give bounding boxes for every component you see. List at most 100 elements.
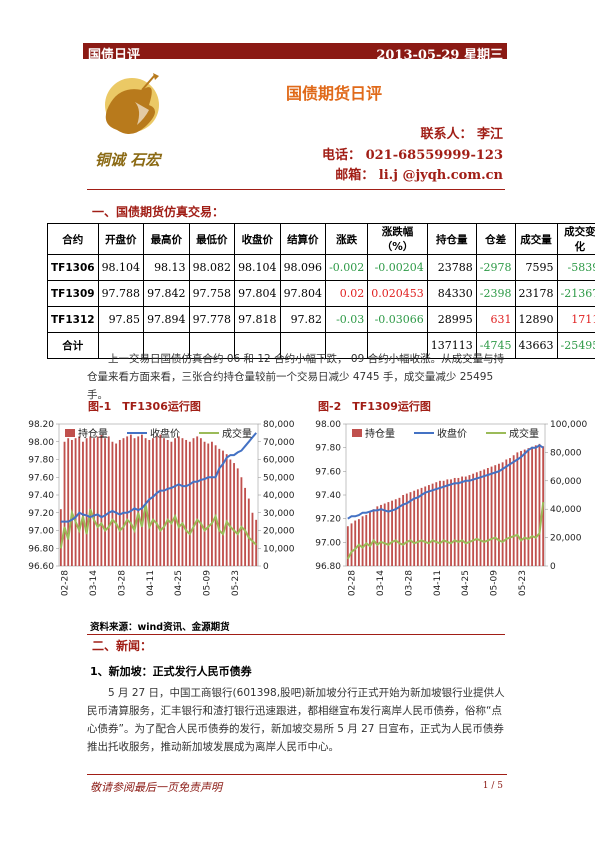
y-left-tick-label: 97.20 — [315, 515, 341, 525]
table-cell: -21367 — [556, 280, 595, 307]
col-header: 最高价 — [143, 223, 190, 255]
open-interest-bar — [233, 463, 235, 566]
open-interest-bar — [247, 498, 250, 566]
open-interest-bar — [152, 438, 154, 566]
open-interest-bar — [188, 441, 191, 566]
report-title: 国债期货日评 — [286, 84, 383, 103]
open-interest-bar — [416, 489, 419, 566]
legend-label: 收盘价 — [150, 427, 180, 440]
logo-calligraphy: 铜诚 石宏 — [95, 151, 163, 169]
x-tick-label: 03-28 — [404, 570, 414, 596]
col-header: 成交量 — [514, 223, 558, 255]
open-interest-bar — [96, 436, 99, 566]
open-interest-bar — [461, 476, 464, 566]
open-interest-bar — [350, 523, 353, 566]
table-cell: 7595 — [514, 254, 558, 281]
x-tick-label: 04-25 — [461, 570, 471, 596]
table-cell — [97, 332, 145, 359]
open-interest-bar — [177, 436, 180, 566]
disclaimer-link[interactable]: 敬请参阅最后一页免责声明 — [90, 781, 222, 794]
futures-table: 合约 开盘价 最高价 最低价 收盘价 结算价 涨跌 涨跌幅（%） 持仓量 仓差 … — [47, 223, 595, 359]
open-interest-bar — [479, 470, 482, 566]
open-interest-bar — [453, 477, 456, 566]
open-interest-bar — [357, 519, 360, 566]
y-left-tick-label: 97.00 — [28, 527, 54, 537]
open-interest-bar — [475, 472, 478, 566]
col-header: 合约 — [47, 223, 99, 255]
open-interest-bar — [148, 439, 151, 566]
open-interest-bar — [115, 443, 118, 566]
x-tick-label: 02-28 — [348, 570, 358, 596]
table-cell: 97.804 — [234, 280, 281, 307]
figure2-caption: 图-2 TF1309运行图 — [318, 400, 431, 413]
table-cell: 23788 — [426, 254, 477, 281]
open-interest-bar — [346, 526, 349, 566]
open-interest-bar — [207, 443, 210, 566]
open-interest-bar — [166, 439, 169, 566]
open-interest-bar — [394, 499, 397, 566]
contact-phone: 电话： 021-68559999-123 — [322, 148, 503, 163]
open-interest-bar — [538, 443, 541, 566]
y-right-tick-label: 50,000 — [263, 473, 295, 483]
x-tick-label: 05-09 — [490, 570, 500, 596]
y-right-tick-label: 60,000 — [550, 477, 582, 487]
y-right-tick-label: 20,000 — [550, 534, 582, 544]
open-interest-bar — [111, 441, 114, 566]
divider — [87, 189, 505, 190]
y-left-tick-label: 97.80 — [28, 456, 54, 466]
legend-swatch — [352, 429, 362, 437]
col-header: 最低价 — [188, 223, 236, 255]
open-interest-bar — [225, 454, 228, 566]
y-left-tick-label: 97.40 — [315, 491, 341, 501]
divider — [87, 634, 505, 635]
table-cell — [325, 332, 369, 359]
x-tick-label: 03-14 — [89, 570, 99, 596]
legend-label: 成交量 — [222, 427, 252, 440]
y-right-tick-label: 40,000 — [263, 491, 295, 501]
contact-email[interactable]: 邮箱： li.j @jyqh.com.cn — [335, 168, 503, 183]
table-cell: 12890 — [514, 306, 558, 333]
contact-person: 联系人： 李江 — [420, 127, 503, 142]
open-interest-bar — [398, 497, 401, 566]
open-interest-bar — [199, 438, 202, 566]
open-interest-bar — [163, 438, 165, 566]
table-cell: 97.818 — [234, 306, 281, 333]
open-interest-bar — [196, 436, 199, 566]
open-interest-bar — [490, 466, 493, 566]
open-interest-bar — [369, 512, 371, 566]
open-interest-bar — [89, 436, 92, 566]
y-left-tick-label: 96.80 — [315, 562, 341, 572]
open-interest-bar — [78, 436, 81, 566]
table-cell: 98.104 — [234, 254, 281, 281]
volume-line — [346, 501, 545, 560]
open-interest-bar — [122, 438, 125, 566]
table-row: TF1306 98.104 98.13 98.082 98.104 98.096 -0.00… — [47, 254, 595, 281]
open-interest-bar — [63, 441, 66, 566]
footer-rule — [87, 774, 507, 775]
table-cell — [367, 332, 428, 359]
open-interest-bar — [483, 469, 486, 566]
open-interest-bar — [431, 483, 434, 566]
table-row: TF1312 97.85 97.894 97.778 97.818 97.82 -0.03-… — [47, 306, 595, 333]
company-logo: 铜诚 石宏 — [87, 70, 197, 175]
open-interest-bar — [181, 438, 184, 566]
open-interest-bar — [255, 519, 258, 566]
open-interest-bar — [155, 436, 158, 566]
y-right-tick-label: 80,000 — [550, 448, 582, 458]
open-interest-bar — [222, 450, 224, 566]
table-cell — [234, 332, 281, 359]
col-header: 涨跌幅（%） — [367, 223, 428, 255]
open-interest-bar — [402, 495, 405, 566]
y-left-tick-label: 97.80 — [315, 444, 341, 454]
open-interest-bar — [413, 490, 416, 566]
open-interest-bar — [523, 449, 526, 566]
table-cell: -4745 — [475, 332, 516, 359]
x-tick-label: 05-23 — [231, 570, 241, 596]
open-interest-bar — [442, 480, 445, 566]
col-header: 开盘价 — [97, 223, 145, 255]
open-interest-bar — [527, 448, 530, 566]
open-interest-bar — [512, 455, 515, 566]
contract-cell: TF1312 — [47, 306, 99, 333]
col-header: 结算价 — [279, 223, 327, 255]
x-tick-label: 05-23 — [518, 570, 528, 596]
